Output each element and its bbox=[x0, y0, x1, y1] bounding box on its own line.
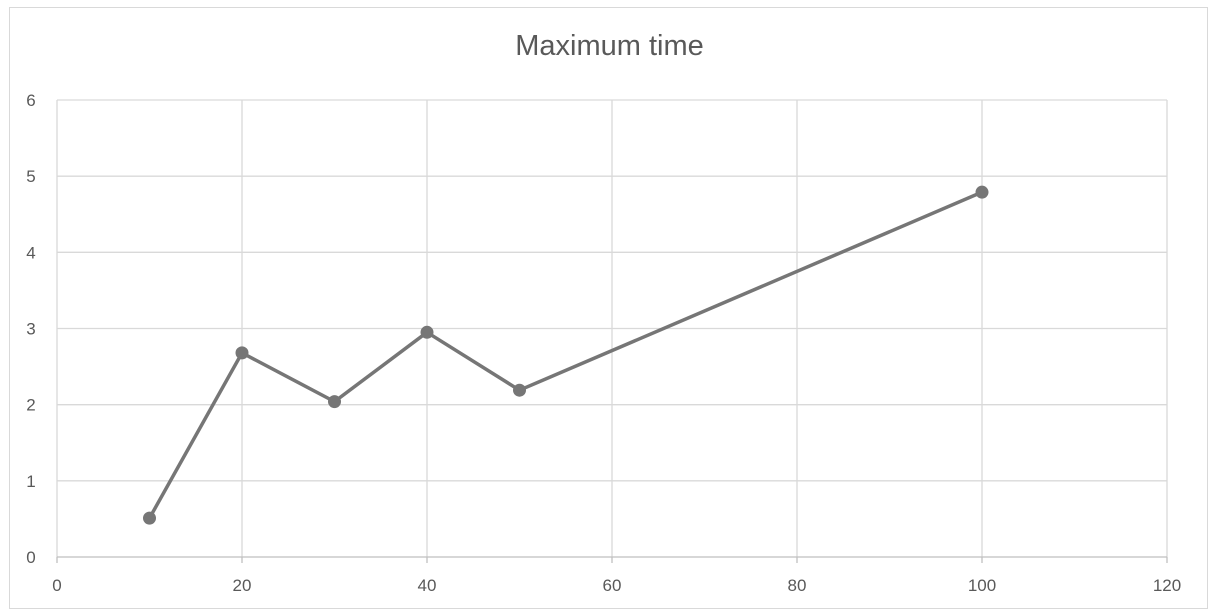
chart-frame bbox=[9, 7, 1208, 609]
data-point bbox=[420, 325, 434, 339]
data-point bbox=[513, 383, 526, 397]
y-tick-label: 3 bbox=[26, 320, 35, 339]
data-point bbox=[143, 511, 156, 525]
tick-labels: 0 20 40 60 80 100 120 0 1 2 3 4 5 6 bbox=[26, 91, 1181, 595]
x-tick-label: 0 bbox=[52, 576, 61, 595]
y-tick-label: 2 bbox=[26, 396, 35, 415]
x-tick-label: 120 bbox=[1153, 576, 1181, 595]
y-tick-label: 4 bbox=[26, 243, 35, 262]
y-tick-label: 1 bbox=[26, 472, 35, 491]
y-tick-label: 6 bbox=[26, 91, 35, 110]
y-tick-label: 0 bbox=[26, 548, 35, 567]
series-group bbox=[143, 185, 989, 525]
y-tick-label: 5 bbox=[26, 167, 35, 186]
data-point bbox=[975, 185, 989, 199]
x-tick-label: 20 bbox=[233, 576, 252, 595]
x-tick-label: 80 bbox=[788, 576, 807, 595]
data-point bbox=[235, 346, 249, 360]
x-tick-label: 40 bbox=[418, 576, 437, 595]
x-tick-label: 100 bbox=[968, 576, 996, 595]
data-point bbox=[328, 395, 341, 409]
axes bbox=[56, 100, 1168, 563]
series-line bbox=[147, 190, 983, 520]
x-tick-label: 60 bbox=[603, 576, 622, 595]
chart-title: Maximum time bbox=[515, 30, 704, 62]
grid-lines bbox=[57, 99, 1168, 557]
